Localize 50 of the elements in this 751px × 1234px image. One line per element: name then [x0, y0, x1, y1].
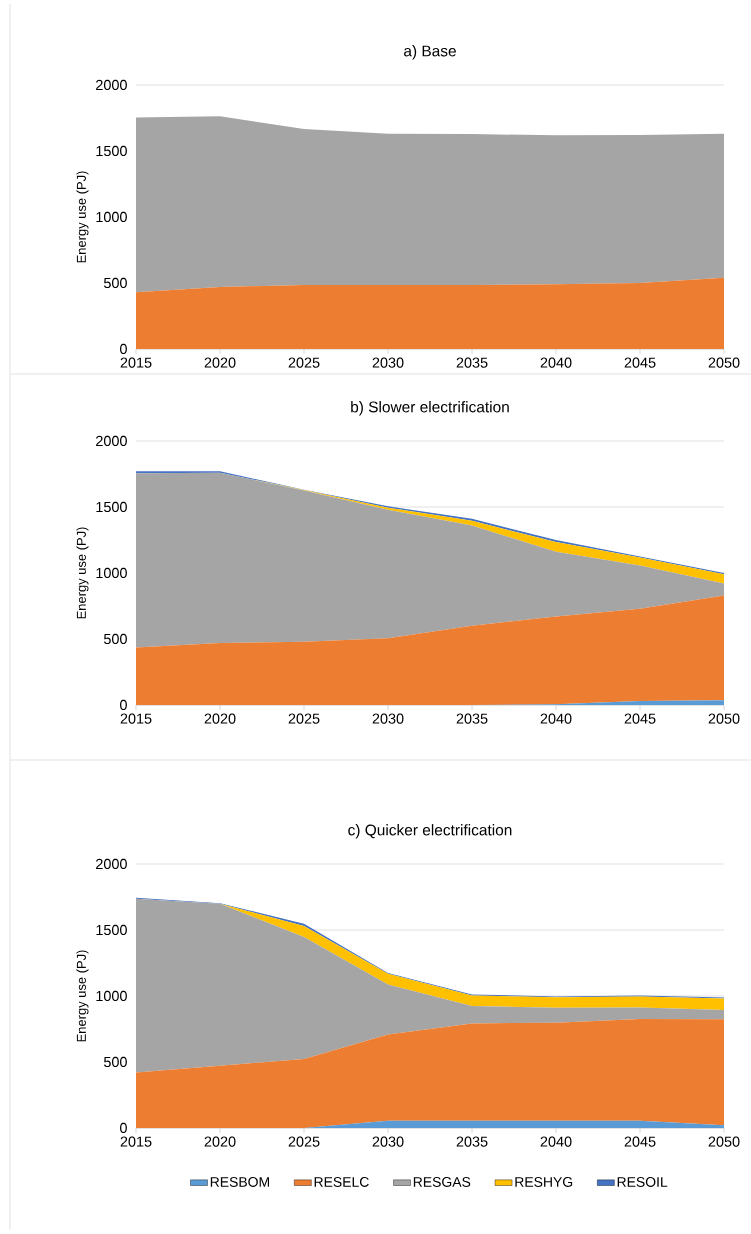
- x-tick-label: 2050: [708, 1136, 740, 1147]
- x-tick-label: 2025: [288, 357, 320, 368]
- y-tick-label: 500: [103, 1056, 127, 1068]
- x-tick-label: 2030: [372, 1136, 404, 1147]
- x-tick-label: 2025: [288, 1136, 320, 1147]
- x-tick-label: 2015: [120, 713, 152, 724]
- x-tick-label: 2030: [372, 713, 404, 724]
- y-tick-label: 1000: [96, 567, 127, 579]
- y-tick-label: 1000: [96, 990, 127, 1002]
- y-tick-label: 1000: [96, 211, 127, 223]
- x-tick-label: 2050: [708, 713, 740, 724]
- x-tick-label: 2020: [204, 1136, 236, 1147]
- y-tick-label: 1500: [96, 145, 127, 157]
- x-tick-label: 2035: [456, 713, 488, 724]
- x-tick-label: 2015: [120, 357, 152, 368]
- chart-title: a) Base: [404, 45, 456, 60]
- legend-label: RESHYG: [515, 1177, 573, 1187]
- x-tick-label: 2035: [456, 1136, 488, 1147]
- y-tick-label: 0: [120, 343, 127, 355]
- chart-title: b) Slower electrification: [351, 401, 509, 416]
- y-tick-label: 0: [120, 1122, 127, 1134]
- legend-label: RESGAS: [413, 1177, 471, 1187]
- y-tick-label: 2000: [96, 858, 127, 870]
- x-tick-label: 2015: [120, 1136, 152, 1147]
- x-tick-label: 2050: [708, 357, 740, 368]
- x-tick-label: 2020: [204, 357, 236, 368]
- y-axis-title: Energy use (PJ): [76, 171, 89, 263]
- x-tick-label: 2035: [456, 357, 488, 368]
- y-tick-label: 2000: [96, 435, 127, 447]
- x-tick-label: 2025: [288, 713, 320, 724]
- x-tick-label: 2045: [624, 713, 656, 724]
- y-axis-title: Energy use (PJ): [76, 527, 89, 619]
- y-tick-label: 500: [103, 633, 127, 645]
- x-tick-label: 2030: [372, 357, 404, 368]
- x-tick-label: 2045: [624, 357, 656, 368]
- y-tick-label: 1500: [96, 924, 127, 936]
- x-tick-label: 2040: [540, 357, 572, 368]
- y-tick-label: 500: [103, 277, 127, 289]
- y-axis-title: Energy use (PJ): [76, 950, 89, 1042]
- y-tick-label: 2000: [96, 79, 127, 91]
- legend-label: RESELC: [314, 1177, 369, 1187]
- legend-label: RESBOM: [210, 1177, 270, 1187]
- x-tick-label: 2020: [204, 713, 236, 724]
- x-tick-label: 2045: [624, 1136, 656, 1147]
- legend-label: RESOIL: [617, 1177, 668, 1187]
- chart-title: c) Quicker electrification: [348, 824, 512, 839]
- y-tick-label: 0: [120, 699, 127, 711]
- x-tick-label: 2040: [540, 1136, 572, 1147]
- x-tick-label: 2040: [540, 713, 572, 724]
- y-tick-label: 1500: [96, 501, 127, 513]
